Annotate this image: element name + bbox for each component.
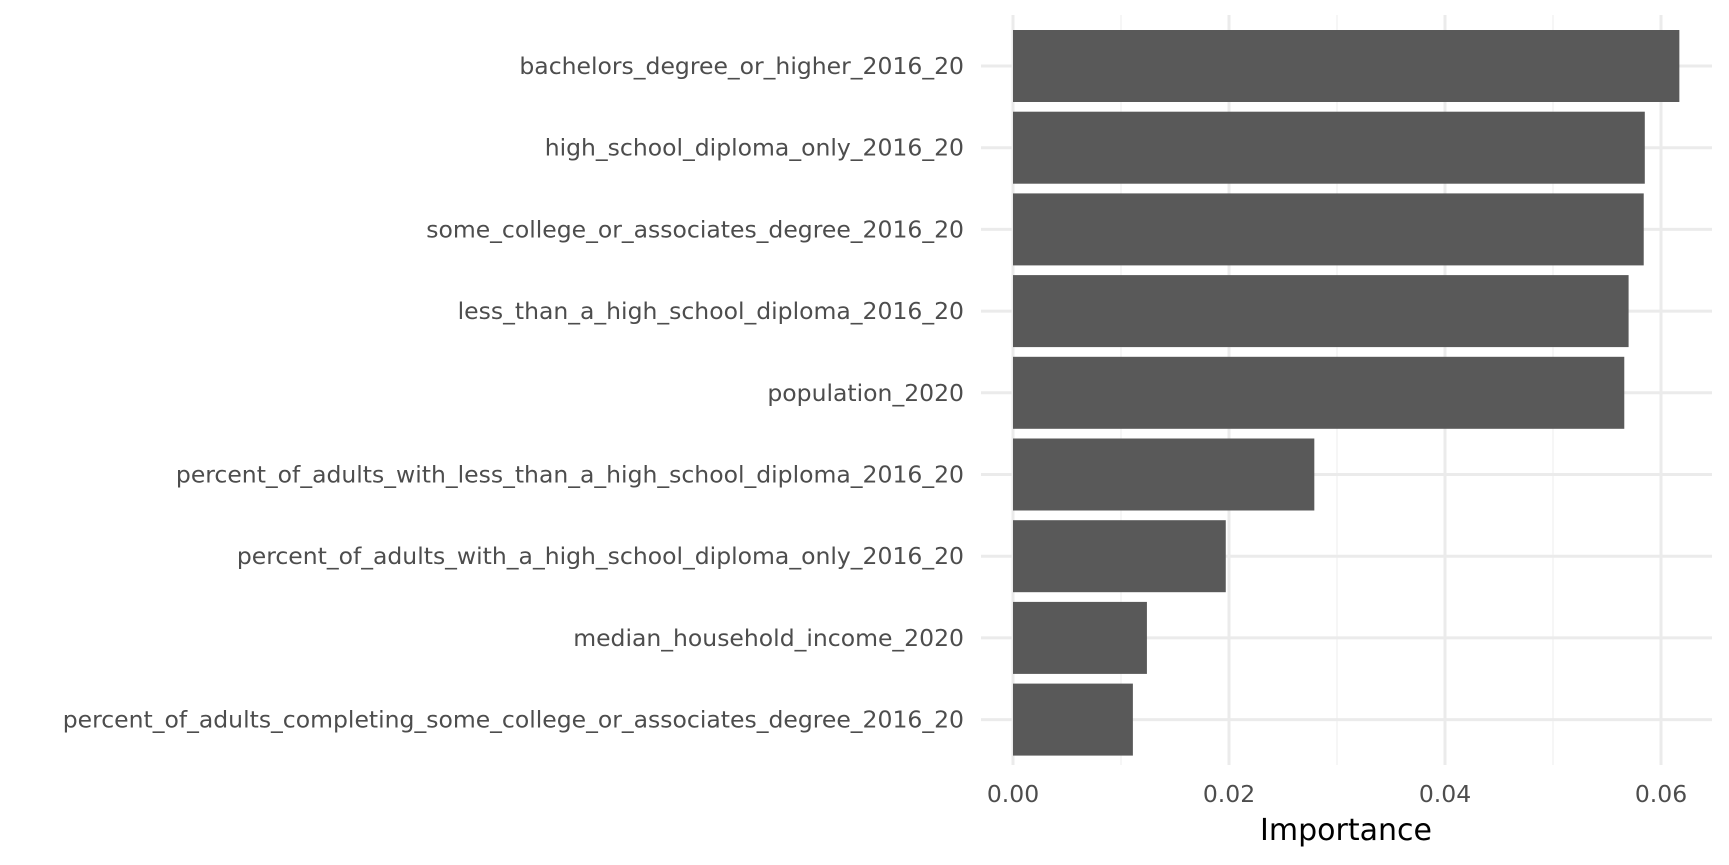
category-label: percent_of_adults_completing_some_colleg… bbox=[63, 706, 964, 734]
bar-less_than_a_high_school_diploma_2016_20 bbox=[1013, 275, 1629, 348]
category-label: percent_of_adults_with_a_high_school_dip… bbox=[237, 542, 964, 570]
bar-median_household_income_2020 bbox=[1013, 601, 1147, 674]
bar-percent_of_adults_completing_some_college_or_associates_degree_2016_20 bbox=[1013, 683, 1133, 756]
category-label: less_than_a_high_school_diploma_2016_20 bbox=[458, 297, 964, 325]
bars-layer bbox=[1013, 30, 1680, 756]
bar-high_school_diploma_only_2016_20 bbox=[1013, 111, 1645, 184]
category-label: bachelors_degree_or_higher_2016_20 bbox=[519, 52, 964, 80]
x-tick-label: 0.04 bbox=[1419, 780, 1471, 808]
x-tick-label: 0.00 bbox=[987, 780, 1039, 808]
bar-bachelors_degree_or_higher_2016_20 bbox=[1013, 30, 1680, 102]
category-label: percent_of_adults_with_less_than_a_high_… bbox=[176, 461, 964, 489]
bar-percent_of_adults_with_a_high_school_diploma_only_2016_20 bbox=[1013, 520, 1226, 593]
category-labels: bachelors_degree_or_higher_2016_20 high_s… bbox=[63, 52, 964, 734]
category-label: population_2020 bbox=[767, 379, 964, 407]
x-tick-label: 0.02 bbox=[1203, 780, 1255, 808]
category-label: high_school_diploma_only_2016_20 bbox=[545, 134, 964, 162]
bar-population_2020 bbox=[1013, 356, 1625, 429]
x-axis-title: Importance bbox=[1260, 813, 1432, 848]
category-label: some_college_or_associates_degree_2016_2… bbox=[426, 215, 964, 243]
bar-percent_of_adults_with_less_than_a_high_school_diploma_2016_20 bbox=[1013, 438, 1315, 511]
bar-some_college_or_associates_degree_2016_20 bbox=[1013, 193, 1644, 266]
x-tick-labels: 0.00 0.02 0.04 0.06 bbox=[987, 780, 1687, 808]
category-label: median_household_income_2020 bbox=[573, 624, 964, 652]
x-tick-label: 0.06 bbox=[1635, 780, 1687, 808]
